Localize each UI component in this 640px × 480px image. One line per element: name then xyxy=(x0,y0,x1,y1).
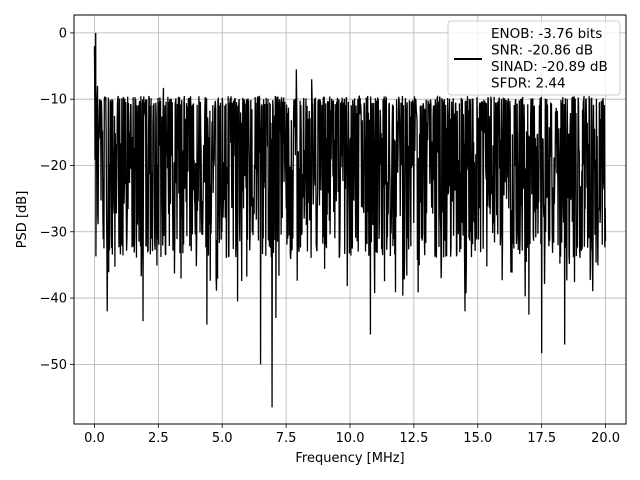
y-tick-label: −10 xyxy=(40,93,67,108)
legend-text-enob: ENOB: -3.76 bits xyxy=(491,26,602,42)
x-tick-label: 5.0 xyxy=(212,431,233,446)
y-axis: 0 −10 −20 −30 −40 −50 xyxy=(40,26,74,373)
x-axis: 0.0 2.5 5.0 7.5 10.0 12.5 15.0 17.5 20.0 xyxy=(84,424,620,446)
legend: ENOB: -3.76 bits SNR: -20.86 dB SINAD: -… xyxy=(447,20,621,96)
x-tick-label: 7.5 xyxy=(276,431,297,446)
legend-text-sinad: SINAD: -20.89 dB xyxy=(491,59,608,75)
x-tick-label: 10.0 xyxy=(336,431,365,446)
legend-box xyxy=(447,20,621,96)
x-tick-label: 20.0 xyxy=(591,431,620,446)
y-tick-label: 0 xyxy=(59,26,67,41)
y-tick-label: −20 xyxy=(40,159,67,174)
y-tick-label: −40 xyxy=(40,292,67,307)
psd-line xyxy=(93,32,607,408)
legend-text-snr: SNR: -20.86 dB xyxy=(491,43,593,59)
y-tick-label: −50 xyxy=(40,358,67,373)
x-axis-label: Frequency [MHz] xyxy=(295,451,404,466)
legend-text-sfdr: SFDR: 2.44 xyxy=(491,76,566,92)
psd-trace xyxy=(93,32,607,408)
y-axis-label: PSD [dB] xyxy=(15,191,30,249)
x-tick-label: 0.0 xyxy=(84,431,105,446)
x-tick-label: 2.5 xyxy=(148,431,169,446)
x-tick-label: 15.0 xyxy=(463,431,492,446)
y-tick-label: −30 xyxy=(40,225,67,240)
x-tick-label: 17.5 xyxy=(527,431,556,446)
x-tick-label: 12.5 xyxy=(399,431,428,446)
